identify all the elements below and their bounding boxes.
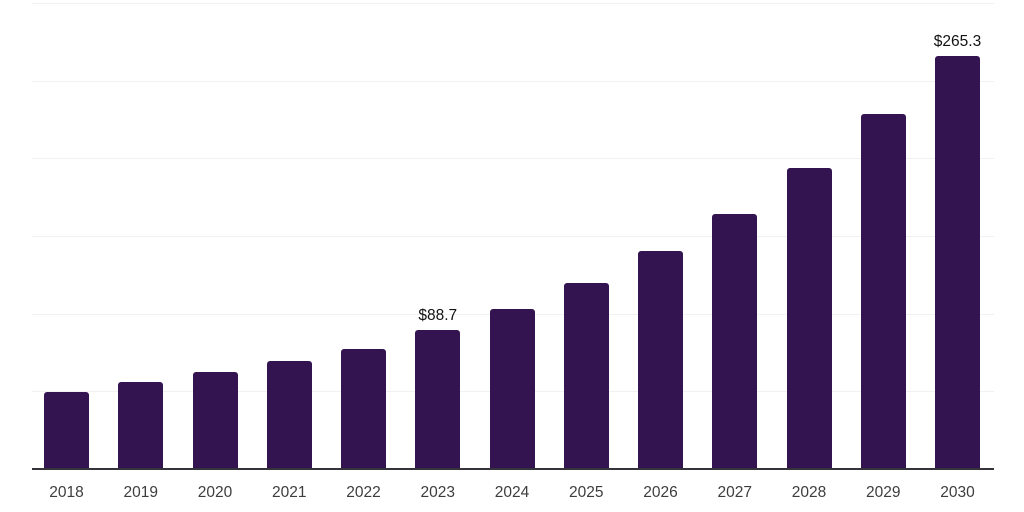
gridline-300 — [32, 3, 994, 4]
bar-2026 — [638, 250, 683, 468]
bar-2021 — [266, 360, 312, 468]
x-tick-label-2025: 2025 — [569, 484, 604, 501]
bar-2030 — [935, 55, 980, 468]
plot-area: $88.7 $265.3 — [32, 3, 994, 470]
x-axis-labels: 2018 2019 2020 2021 2022 2023 2024 2025 2026 2027… — [32, 484, 994, 506]
bar-2023 — [415, 330, 461, 468]
x-tick-label-2021: 2021 — [272, 484, 307, 501]
gridline-200 — [32, 158, 994, 160]
bar-2019 — [118, 381, 164, 468]
bar-value-label-2023: $88.7 — [418, 307, 458, 325]
x-tick-label-2024: 2024 — [494, 484, 530, 501]
x-tick-label-2029: 2029 — [866, 484, 901, 501]
x-tick-label-2018: 2018 — [49, 484, 84, 501]
bar-2024 — [489, 308, 535, 468]
x-tick-label-2023: 2023 — [420, 484, 455, 501]
bar-value-label-2030: $265.3 — [933, 32, 982, 50]
bar-2022 — [341, 349, 386, 468]
x-tick-label-2030: 2030 — [940, 484, 975, 501]
gridline-250 — [32, 80, 994, 82]
bar-2027 — [712, 213, 758, 468]
bar-2028 — [786, 167, 832, 468]
bar-2018 — [44, 391, 89, 468]
bar-2025 — [563, 282, 609, 468]
x-tick-label-2019: 2019 — [123, 484, 158, 501]
x-tick-label-2022: 2022 — [346, 484, 381, 501]
gridline-150 — [32, 236, 994, 237]
x-tick-label-2028: 2028 — [791, 484, 827, 501]
x-tick-label-2027: 2027 — [717, 484, 752, 501]
x-axis-line — [32, 468, 994, 470]
bar-2029 — [860, 113, 906, 468]
bar-2020 — [192, 371, 238, 468]
x-tick-label-2020: 2020 — [197, 484, 233, 501]
x-tick-label-2026: 2026 — [643, 484, 678, 501]
